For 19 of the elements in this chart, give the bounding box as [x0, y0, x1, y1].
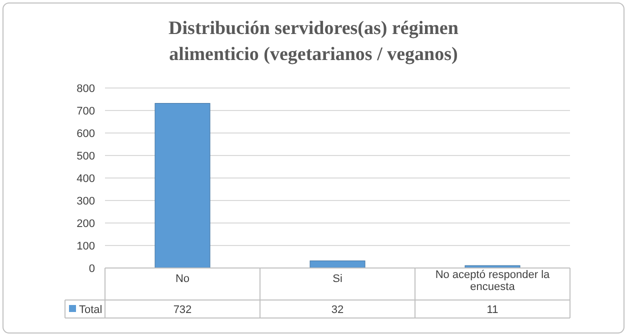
- y-tick-label: 600: [76, 128, 95, 140]
- y-tick-label: 100: [76, 240, 95, 252]
- y-tick-label: 700: [76, 106, 95, 118]
- y-tick-label: 400: [76, 173, 95, 185]
- bar: [154, 103, 210, 268]
- legend-label: Total: [79, 304, 102, 316]
- x-tick-label: No aceptó responder la encuesta: [435, 269, 551, 293]
- x-tick-label: Si: [332, 273, 342, 285]
- y-tick-label: 300: [76, 196, 95, 208]
- y-tick-label: 500: [76, 150, 95, 162]
- y-tick-label: 0: [88, 263, 95, 275]
- y-tick-label: 200: [76, 218, 95, 230]
- data-label: 32: [331, 304, 344, 316]
- data-label: 11: [486, 304, 498, 316]
- x-tick-label: No: [175, 273, 190, 285]
- chart-title: Distribución servidores(as) régimen alimenticio (vegetarianos / veganos): [168, 18, 459, 65]
- bar: [310, 260, 366, 268]
- data-label: 732: [173, 304, 192, 316]
- y-tick-label: 800: [76, 83, 95, 95]
